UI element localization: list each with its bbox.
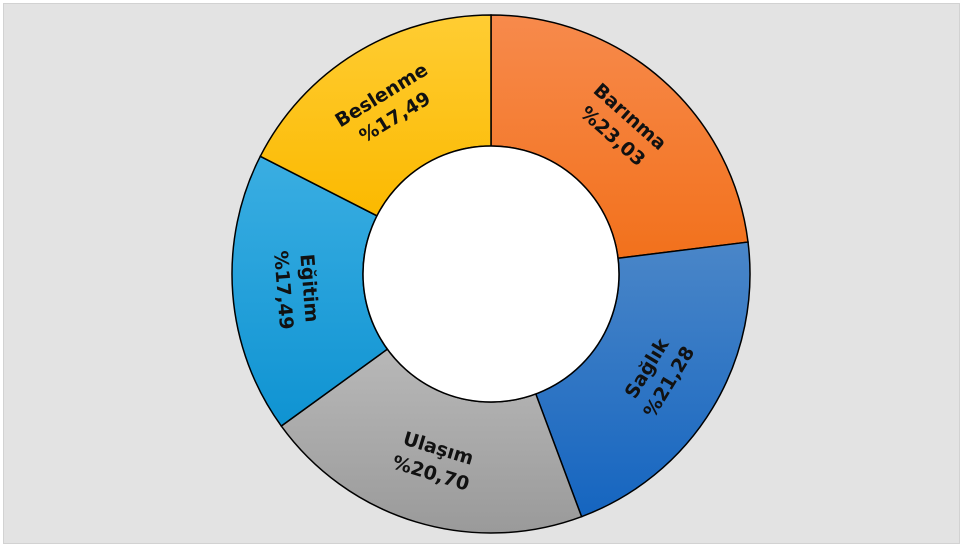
donut-hole [362,145,620,403]
slice-category-label: Eğitim [295,253,322,323]
chart-frame: Barınma %23,03 Sağlık %21,28 Ulaşım %20,70 Eği… [3,3,960,544]
donut-chart: Barınma%23,03Sağlık%21,28Ulaşım%20,70Eği… [231,14,751,534]
